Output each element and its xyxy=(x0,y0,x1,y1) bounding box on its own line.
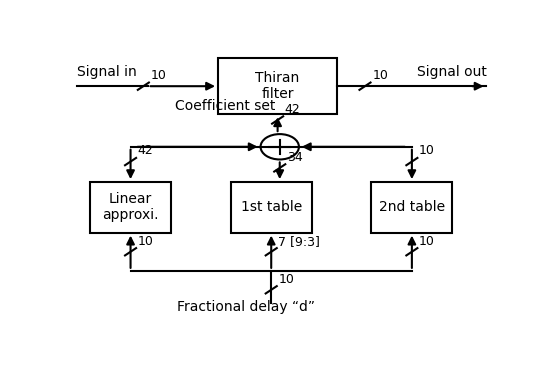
Text: 10: 10 xyxy=(278,273,294,285)
Text: 2nd table: 2nd table xyxy=(379,200,445,214)
Text: Linear
approxi.: Linear approxi. xyxy=(102,192,159,223)
Text: Fractional delay “d”: Fractional delay “d” xyxy=(178,300,316,314)
Text: 34: 34 xyxy=(287,151,303,164)
Text: 7 [9:3]: 7 [9:3] xyxy=(278,235,320,247)
Bar xyxy=(218,58,337,114)
Text: 42: 42 xyxy=(138,144,153,157)
Text: 10: 10 xyxy=(419,235,435,247)
Text: 1st table: 1st table xyxy=(240,200,302,214)
Bar xyxy=(231,182,312,233)
Text: 10: 10 xyxy=(372,69,388,82)
Text: 10: 10 xyxy=(419,144,435,157)
Text: 10: 10 xyxy=(151,69,167,82)
Text: Signal in: Signal in xyxy=(77,65,137,79)
Text: Thiran
filter: Thiran filter xyxy=(256,71,300,101)
Text: Coefficient set: Coefficient set xyxy=(175,99,276,113)
Bar xyxy=(371,182,452,233)
Text: Signal out: Signal out xyxy=(416,65,486,79)
Bar xyxy=(90,182,171,233)
Text: 10: 10 xyxy=(138,235,153,247)
Text: 42: 42 xyxy=(285,103,301,116)
